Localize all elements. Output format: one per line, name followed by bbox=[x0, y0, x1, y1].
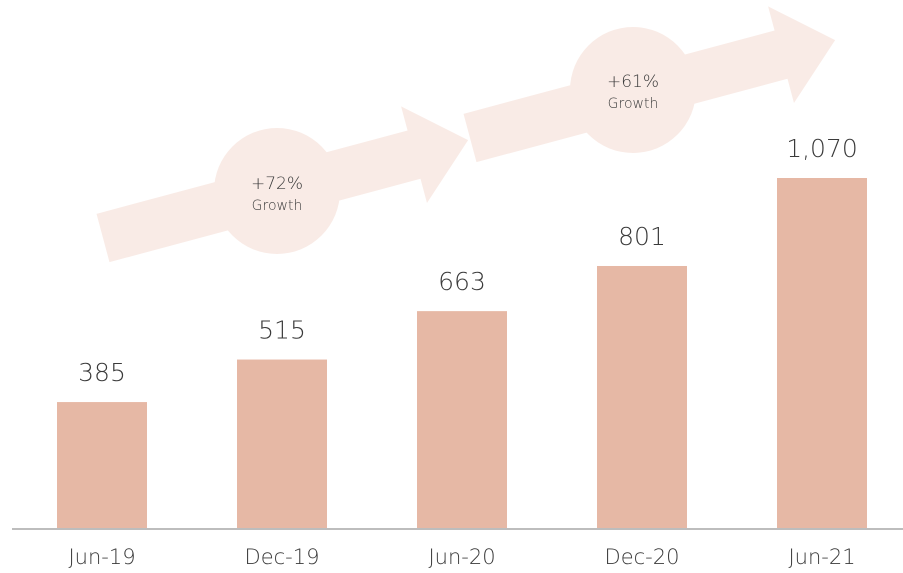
value-label: 663 bbox=[438, 267, 486, 296]
annotation: Growth bbox=[608, 96, 659, 112]
bar bbox=[57, 402, 147, 528]
annotation: Growth bbox=[252, 198, 303, 214]
value-label: 1,070 bbox=[786, 134, 858, 163]
x-tick-label: Jun-19 bbox=[68, 545, 135, 569]
value-label: 801 bbox=[618, 222, 666, 251]
value-label: 385 bbox=[78, 358, 126, 387]
growth-bubble bbox=[214, 128, 340, 254]
x-tick-label: Jun-20 bbox=[428, 545, 495, 569]
annotation: +72% bbox=[251, 174, 303, 194]
x-tick-label: Jun-21 bbox=[788, 545, 855, 569]
x-tick-label: Dec-20 bbox=[605, 545, 680, 569]
x-tick-label: Dec-19 bbox=[245, 545, 320, 569]
bar bbox=[417, 311, 507, 528]
bar bbox=[597, 265, 687, 528]
annotation: +61% bbox=[607, 72, 659, 92]
value-label: 515 bbox=[258, 316, 306, 345]
bar bbox=[237, 359, 327, 528]
growth-bubble bbox=[570, 27, 696, 153]
bar bbox=[777, 178, 867, 528]
